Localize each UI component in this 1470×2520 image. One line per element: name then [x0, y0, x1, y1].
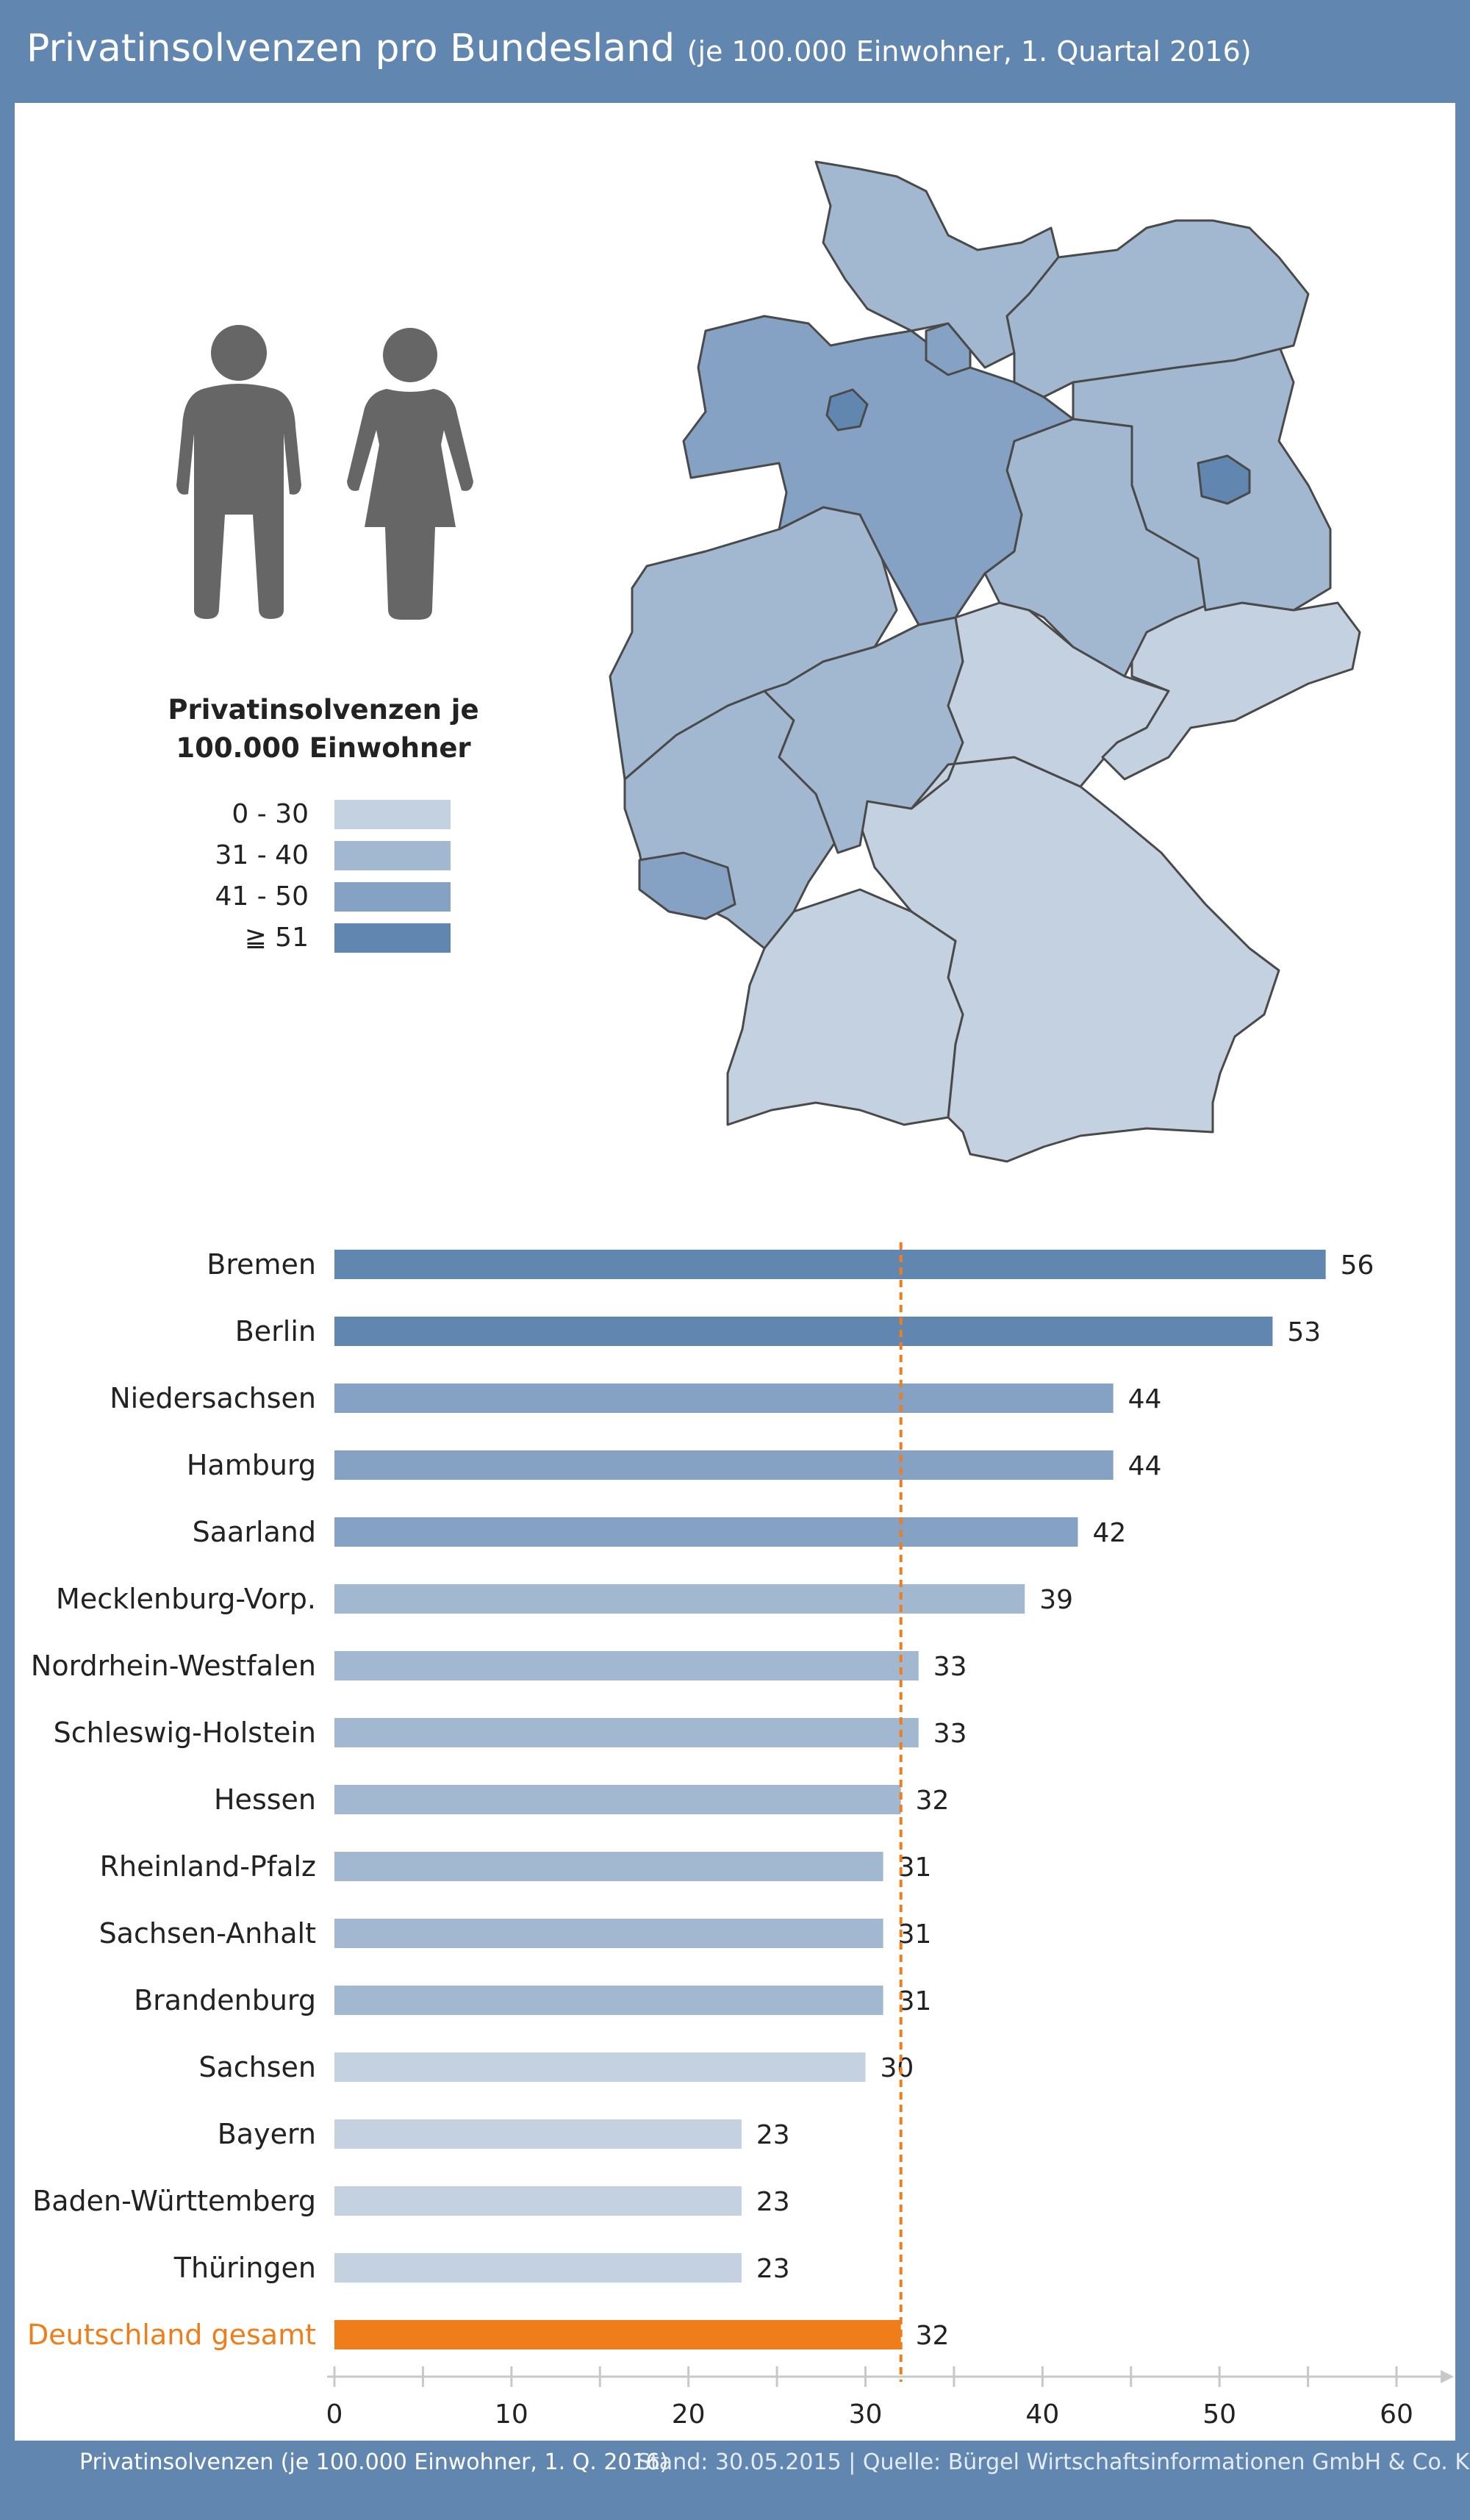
- bar: [334, 2320, 901, 2349]
- category-label: Hessen: [214, 1783, 316, 1816]
- germany-map: [609, 160, 1361, 1163]
- footer-legend-swatch: [26, 2454, 72, 2473]
- category-label: Thüringen: [173, 2252, 316, 2284]
- category-label: Saarland: [193, 1516, 316, 1548]
- value-label: 32: [916, 2321, 950, 2351]
- title-bar: Privatinsolvenzen pro Bundesland (je 100…: [0, 0, 1470, 101]
- value-label: 56: [1341, 1250, 1374, 1281]
- x-tick-label: 30: [849, 2399, 883, 2430]
- map-region-saarland: [638, 851, 736, 920]
- category-label: Berlin: [235, 1315, 316, 1347]
- legend-swatch: [334, 882, 451, 912]
- map-region-niedersachsen: [682, 315, 1075, 626]
- bar: [334, 1250, 1326, 1279]
- value-label: 23: [756, 2187, 790, 2217]
- legend-swatch: [334, 800, 451, 829]
- x-tick-label: 20: [672, 2399, 706, 2430]
- bar: [334, 1919, 883, 1948]
- legend-title: Privatinsolvenzen je 100.000 Einwohner: [154, 691, 492, 767]
- x-tick-label: 40: [1025, 2399, 1059, 2430]
- x-tick-label: 60: [1380, 2399, 1413, 2430]
- category-label: Nordrhein-Westfalen: [31, 1650, 316, 1682]
- legend-label: 31 - 40: [215, 840, 309, 870]
- x-tick-label: 50: [1202, 2399, 1236, 2430]
- legend-swatch: [334, 841, 451, 870]
- bar: [334, 1317, 1273, 1346]
- value-label: 32: [916, 1786, 950, 1816]
- x-tick-label: 0: [326, 2399, 343, 2430]
- category-label: Baden-Württemberg: [32, 2185, 316, 2217]
- category-label: Mecklenburg-Vorp.: [56, 1583, 316, 1615]
- x-axis-arrow: [1441, 2370, 1454, 2383]
- map-region-mecklenburg-vorpommern: [1005, 219, 1310, 398]
- bar: [334, 1986, 883, 2015]
- category-label: Brandenburg: [134, 1984, 316, 2016]
- category-label: Schleswig-Holstein: [54, 1717, 316, 1749]
- chart-title-main: Privatinsolvenzen pro Bundesland: [26, 26, 675, 71]
- bar: [334, 2119, 742, 2149]
- footer-series-label: Privatinsolvenzen (je 100.000 Einwohner,…: [79, 2449, 669, 2475]
- value-label: 23: [756, 2120, 790, 2150]
- bar-chart: Bremen Berlin Niedersachsen Hamburg Saarland…: [27, 1242, 1454, 2430]
- category-label: Hamburg: [187, 1449, 316, 1481]
- chart-title: Privatinsolvenzen pro Bundesland (je 100…: [26, 26, 1252, 71]
- bar: [334, 1517, 1078, 1547]
- female-person-icon: [347, 328, 473, 620]
- bar: [334, 1384, 1114, 1413]
- chart-subtitle: (je 100.000 Einwohner, 1. Quartal 2016): [686, 35, 1252, 68]
- legend-item: 31 - 40: [176, 840, 470, 872]
- legend-item: ≧ 51: [176, 922, 470, 954]
- value-label: 42: [1093, 1518, 1127, 1548]
- value-label: 53: [1287, 1317, 1321, 1347]
- value-label: 44: [1128, 1384, 1162, 1414]
- legend-item: 41 - 50: [176, 881, 470, 913]
- value-label: 33: [933, 1719, 967, 1749]
- bar: [334, 1651, 919, 1680]
- x-tick-label: 10: [495, 2399, 528, 2430]
- footer-source: Stand: 30.05.2015 | Quelle: Bürgel Wirts…: [637, 2449, 1470, 2475]
- legend-label: 0 - 30: [232, 799, 309, 829]
- map-region-baden-wuerttemberg: [726, 888, 964, 1126]
- category-label: Bremen: [207, 1248, 316, 1281]
- value-label: 39: [1039, 1585, 1073, 1615]
- category-label: Niedersachsen: [110, 1382, 316, 1414]
- bar: [334, 2186, 742, 2216]
- legend-title-line1: Privatinsolvenzen je: [168, 694, 479, 726]
- bar: [334, 1718, 919, 1747]
- category-label: Deutschland gesamt: [27, 2319, 316, 2351]
- legend-swatch: [334, 923, 451, 953]
- value-label: 31: [898, 1919, 932, 1950]
- value-label: 23: [756, 2254, 790, 2284]
- male-person-icon: [176, 325, 301, 619]
- category-label: Sachsen-Anhalt: [99, 1917, 316, 1950]
- legend-label: 41 - 50: [215, 881, 309, 912]
- category-label: Rheinland-Pfalz: [100, 1850, 316, 1883]
- legend-label: ≧ 51: [244, 923, 309, 953]
- bar: [334, 2052, 866, 2082]
- map-region-berlin: [1197, 454, 1251, 505]
- bar: [334, 1584, 1025, 1614]
- map-region-bremen: [825, 388, 869, 432]
- value-label: 44: [1128, 1451, 1162, 1481]
- bar: [334, 1785, 901, 1814]
- bar: [334, 1450, 1114, 1480]
- value-label: 30: [881, 2053, 914, 2083]
- value-label: 33: [933, 1652, 967, 1682]
- category-label: Sachsen: [198, 2051, 316, 2083]
- bar: [334, 2253, 742, 2283]
- legend-item: 0 - 30: [176, 798, 470, 831]
- value-label: 31: [898, 1986, 932, 2016]
- category-label: Bayern: [218, 2118, 316, 2150]
- value-label: 31: [898, 1853, 932, 1883]
- legend-title-line2: 100.000 Einwohner: [176, 732, 471, 764]
- bar: [334, 1852, 883, 1881]
